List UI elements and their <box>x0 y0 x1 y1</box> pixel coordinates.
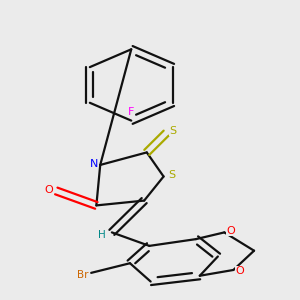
Text: H: H <box>98 230 105 240</box>
Text: Br: Br <box>76 270 88 280</box>
Text: S: S <box>168 170 175 180</box>
Text: O: O <box>226 226 235 236</box>
Text: S: S <box>169 126 176 136</box>
Text: O: O <box>236 266 244 276</box>
Text: F: F <box>128 107 134 117</box>
Text: O: O <box>44 185 53 195</box>
Text: N: N <box>90 159 98 169</box>
